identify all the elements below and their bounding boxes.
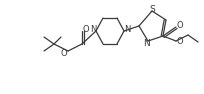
Text: O: O — [176, 22, 182, 30]
Text: O: O — [176, 38, 182, 47]
Text: N: N — [143, 39, 150, 49]
Text: O: O — [82, 25, 89, 34]
Text: N: N — [123, 25, 130, 34]
Text: N: N — [89, 25, 96, 34]
Text: O: O — [60, 49, 67, 58]
Text: S: S — [148, 5, 154, 14]
